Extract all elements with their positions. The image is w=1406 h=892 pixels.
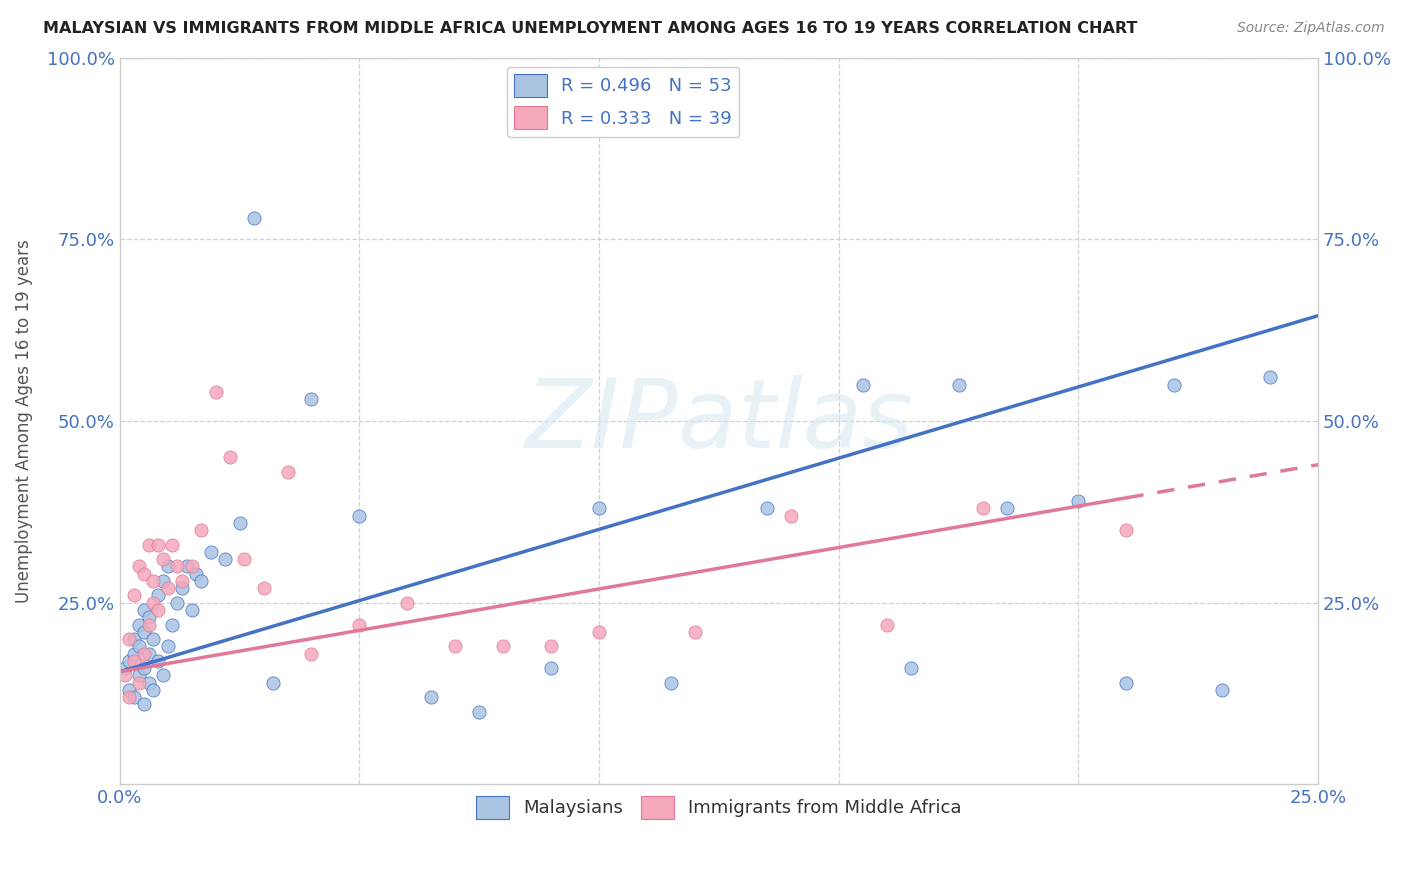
Point xyxy=(262,675,284,690)
Point xyxy=(122,632,145,646)
Point xyxy=(243,211,266,225)
Point xyxy=(166,559,188,574)
Point xyxy=(468,705,491,719)
Point xyxy=(876,617,898,632)
Point xyxy=(540,661,562,675)
Point xyxy=(176,559,198,574)
Point xyxy=(1258,370,1281,384)
Text: Source: ZipAtlas.com: Source: ZipAtlas.com xyxy=(1237,21,1385,35)
Point xyxy=(233,552,256,566)
Point xyxy=(420,690,443,705)
Point xyxy=(128,559,150,574)
Point xyxy=(683,624,706,639)
Point xyxy=(122,647,145,661)
Point xyxy=(118,654,141,668)
Point xyxy=(132,698,155,712)
Point xyxy=(138,675,160,690)
Point xyxy=(122,589,145,603)
Point xyxy=(779,508,801,523)
Point xyxy=(948,377,970,392)
Point xyxy=(142,682,165,697)
Point xyxy=(152,552,174,566)
Point xyxy=(138,647,160,661)
Point xyxy=(122,654,145,668)
Point xyxy=(132,661,155,675)
Point xyxy=(156,640,179,654)
Point xyxy=(972,501,994,516)
Point xyxy=(588,624,610,639)
Point xyxy=(349,617,371,632)
Point xyxy=(152,574,174,588)
Point xyxy=(276,465,298,479)
Point xyxy=(301,647,323,661)
Point xyxy=(162,538,184,552)
Point xyxy=(142,632,165,646)
Point xyxy=(132,566,155,581)
Point xyxy=(152,668,174,682)
Point xyxy=(659,675,682,690)
Point xyxy=(128,640,150,654)
Point xyxy=(146,654,169,668)
Point xyxy=(132,624,155,639)
Point xyxy=(146,538,169,552)
Point xyxy=(1067,494,1090,508)
Point xyxy=(118,682,141,697)
Point xyxy=(900,661,922,675)
Point xyxy=(755,501,778,516)
Point xyxy=(219,450,242,465)
Point xyxy=(162,617,184,632)
Point xyxy=(588,501,610,516)
Point xyxy=(156,559,179,574)
Point xyxy=(118,690,141,705)
Point xyxy=(132,603,155,617)
Point xyxy=(156,581,179,595)
Point xyxy=(186,566,208,581)
Point xyxy=(228,516,250,530)
Point xyxy=(128,675,150,690)
Point xyxy=(142,596,165,610)
Point xyxy=(114,661,136,675)
Point xyxy=(204,384,226,399)
Point xyxy=(180,559,202,574)
Point xyxy=(114,668,136,682)
Point xyxy=(146,603,169,617)
Point xyxy=(349,508,371,523)
Point xyxy=(118,632,141,646)
Legend: Malaysians, Immigrants from Middle Africa: Malaysians, Immigrants from Middle Afric… xyxy=(470,789,969,826)
Point xyxy=(1163,377,1185,392)
Point xyxy=(170,574,193,588)
Point xyxy=(540,640,562,654)
Point xyxy=(444,640,467,654)
Point xyxy=(128,668,150,682)
Point xyxy=(252,581,274,595)
Point xyxy=(190,523,212,537)
Point xyxy=(122,690,145,705)
Point xyxy=(190,574,212,588)
Text: ZIP​atlas: ZIP​atlas xyxy=(524,375,914,467)
Point xyxy=(146,589,169,603)
Point xyxy=(142,574,165,588)
Point xyxy=(138,610,160,624)
Point xyxy=(1115,523,1137,537)
Point xyxy=(132,647,155,661)
Point xyxy=(170,581,193,595)
Point xyxy=(200,545,222,559)
Point xyxy=(214,552,236,566)
Point xyxy=(396,596,419,610)
Point xyxy=(180,603,202,617)
Point xyxy=(138,617,160,632)
Point xyxy=(1115,675,1137,690)
Point xyxy=(1211,682,1233,697)
Text: MALAYSIAN VS IMMIGRANTS FROM MIDDLE AFRICA UNEMPLOYMENT AMONG AGES 16 TO 19 YEAR: MALAYSIAN VS IMMIGRANTS FROM MIDDLE AFRI… xyxy=(44,21,1137,36)
Point xyxy=(138,538,160,552)
Point xyxy=(301,392,323,407)
Point xyxy=(995,501,1018,516)
Point xyxy=(128,617,150,632)
Point xyxy=(166,596,188,610)
Point xyxy=(492,640,515,654)
Point xyxy=(852,377,875,392)
Y-axis label: Unemployment Among Ages 16 to 19 years: Unemployment Among Ages 16 to 19 years xyxy=(15,239,32,603)
